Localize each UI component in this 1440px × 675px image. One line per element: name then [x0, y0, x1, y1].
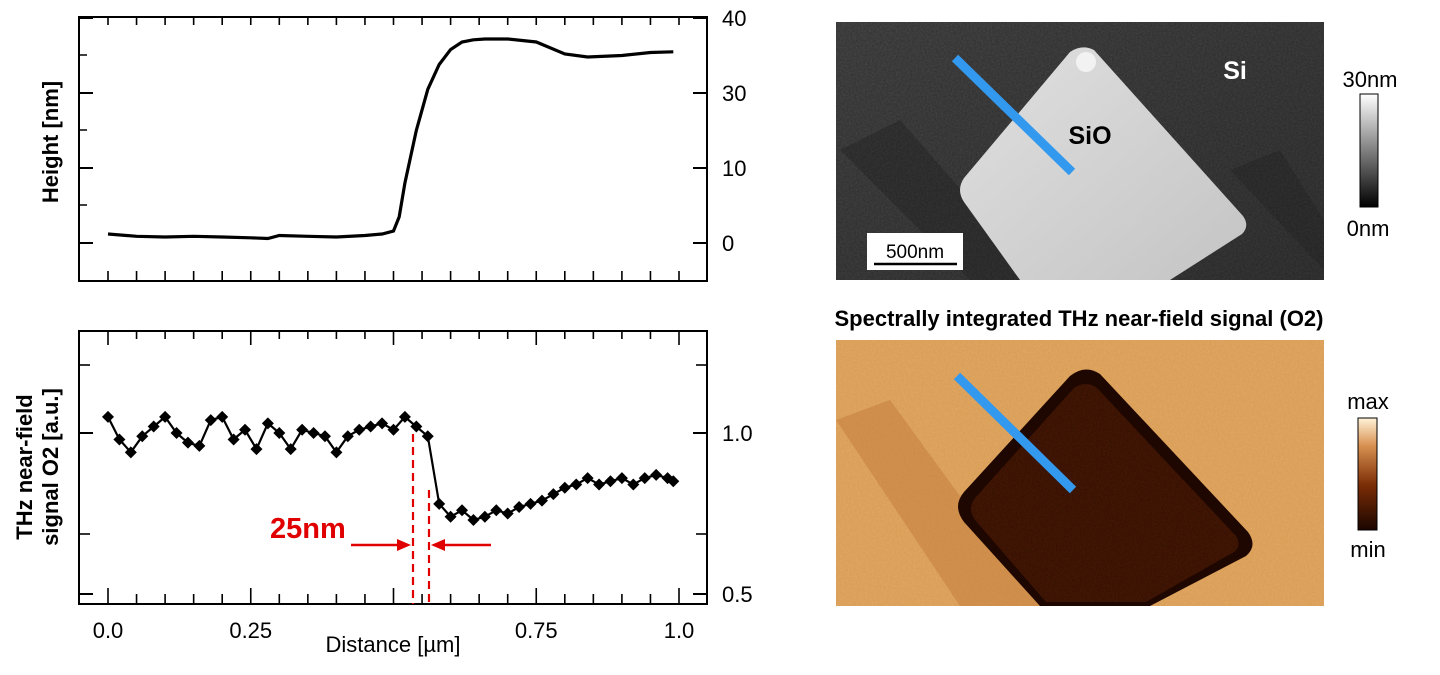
afm-label-sio: SiO [1068, 122, 1111, 150]
edge-width-annotation: 25nm [270, 434, 491, 604]
thz-data-point [318, 430, 331, 443]
x-tick-label: 0.75 [515, 618, 558, 643]
thz-series-markers [102, 410, 680, 526]
thz-data-point [667, 475, 680, 488]
thz-nearfield-image [836, 340, 1324, 606]
thz-x-tick-labels: 0.0 0.25 0.75 1.0 [93, 618, 695, 643]
thz-data-point [456, 504, 469, 517]
thz-data-point [376, 417, 389, 430]
thz-data-point [513, 501, 526, 514]
thz-data-point [615, 472, 628, 485]
thz-data-point [638, 472, 651, 485]
thz-data-point [181, 436, 194, 449]
x-tick-label: 0.0 [93, 618, 124, 643]
thz-ticks [79, 331, 707, 604]
thz-data-point [604, 475, 617, 488]
x-tick-label: 1.0 [664, 618, 695, 643]
thz-data-point [467, 513, 480, 526]
thz-data-point [501, 507, 514, 520]
thz-data-point [296, 423, 309, 436]
thz-data-point [113, 433, 126, 446]
afm-colorbar: 30nm 0nm [1342, 67, 1397, 241]
afm-colorbar-gradient [1359, 93, 1379, 208]
thz-data-point [102, 410, 114, 423]
thz-y-tick-label: 1.0 [722, 421, 753, 446]
thz-data-point [524, 497, 537, 510]
thz-data-point [136, 430, 149, 443]
height-y-tick-label: 30 [722, 81, 746, 106]
thz-colorbar: max min [1347, 389, 1389, 562]
thz-data-point [570, 478, 583, 491]
thz-data-point [284, 443, 297, 456]
thz-data-point [330, 446, 343, 459]
thz-data-point [547, 488, 560, 501]
thz-data-point [364, 420, 377, 433]
x-tick-label: 0.25 [229, 618, 272, 643]
thz-data-point [410, 420, 423, 433]
height-plot: 0 10 30 40 Height [nm] [38, 6, 746, 282]
afm-island-corner-spot [1076, 52, 1096, 72]
thz-data-point [147, 420, 160, 433]
thz-y-axis-title-line1: THz near-field [12, 394, 37, 539]
thz-data-point [124, 446, 137, 459]
afm-topography-image: Si SiO 500nm [836, 22, 1324, 280]
thz-data-point [307, 427, 320, 439]
height-y-tick-label: 10 [722, 156, 746, 181]
thz-data-point [490, 504, 503, 517]
thz-data-point [227, 433, 240, 446]
afm-colorbar-max-label: 30nm [1342, 67, 1397, 92]
thz-data-point [273, 427, 286, 439]
thz-data-point [444, 510, 457, 523]
height-y-axis-title: Height [nm] [38, 81, 63, 203]
thz-data-point [250, 443, 263, 456]
thz-data-point [261, 417, 274, 430]
thz-plot-frame [78, 330, 708, 605]
thz-data-point [170, 427, 183, 439]
thz-data-point [650, 468, 663, 481]
thz-data-point [398, 410, 411, 423]
thz-plot: 1.0 0.5 0.0 0.25 0.75 1.0 THz near-field sig… [12, 330, 753, 657]
height-y-tick-label: 40 [722, 6, 746, 31]
scale-bar-label: 500nm [886, 242, 944, 263]
thz-data-point [387, 423, 400, 436]
thz-y-axis-title-line2: signal O2 [a.u.] [38, 388, 63, 546]
afm-colorbar-min-label: 0nm [1347, 216, 1390, 241]
thz-data-point [593, 478, 606, 491]
thz-data-point [353, 423, 366, 436]
annotation-label: 25nm [270, 513, 346, 545]
thz-data-point [341, 430, 354, 443]
thz-diagonal-streak [836, 400, 1040, 606]
height-series-line [107, 37, 674, 241]
thz-y-tick-label: 0.5 [722, 582, 753, 607]
afm-profile-line [951, 54, 1076, 176]
thz-colorbar-max-label: max [1347, 389, 1389, 414]
thz-data-point [204, 414, 217, 427]
thz-data-point [159, 410, 172, 423]
height-y-tick-label: 0 [722, 231, 734, 256]
afm-island [960, 47, 1247, 280]
afm-label-si: Si [1223, 57, 1247, 85]
annotation-arrow-right-head [431, 539, 445, 551]
thz-profile-line [953, 372, 1077, 494]
thz-island-noise [971, 384, 1239, 602]
thz-data-point [421, 430, 434, 443]
thz-data-point [193, 439, 206, 452]
thz-colorbar-gradient [1357, 417, 1378, 531]
x-axis-title: Distance [µm] [326, 632, 461, 657]
height-y-tick-labels: 0 10 30 40 [722, 6, 746, 256]
annotation-arrow-left-head [397, 539, 411, 551]
thz-data-point [239, 423, 252, 436]
thz-data-point [216, 410, 229, 423]
thz-data-point [535, 494, 548, 507]
thz-colorbar-min-label: min [1350, 537, 1385, 562]
height-ticks [79, 17, 707, 281]
thz-data-point [478, 510, 491, 523]
thz-data-point [558, 481, 571, 494]
thz-image-title: Spectrally integrated THz near-field sig… [835, 306, 1324, 331]
thz-data-point [627, 478, 640, 491]
thz-y-tick-labels: 1.0 0.5 [722, 421, 753, 607]
thz-data-point [433, 497, 446, 510]
thz-data-point [581, 472, 594, 485]
